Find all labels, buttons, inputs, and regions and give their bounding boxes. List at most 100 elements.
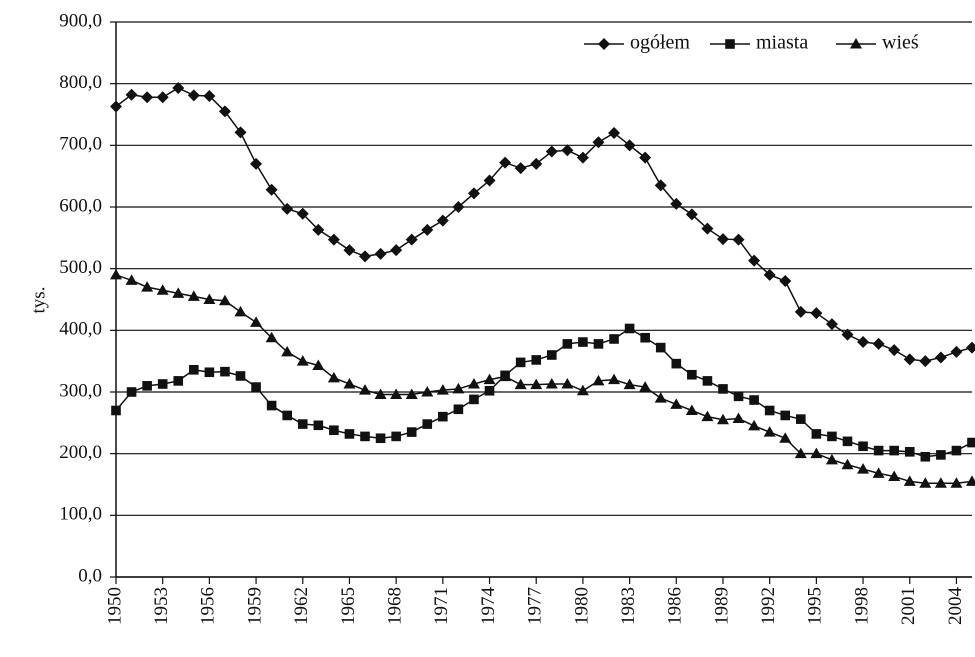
data-point	[203, 293, 216, 304]
data-point	[593, 339, 604, 349]
data-point	[250, 316, 263, 327]
data-point	[888, 470, 901, 481]
data-point	[546, 350, 557, 360]
data-point	[966, 341, 975, 354]
x-tick-label: 2004	[945, 587, 966, 626]
data-point	[514, 378, 527, 390]
data-point	[187, 290, 200, 301]
data-point	[561, 144, 574, 157]
data-point	[639, 151, 652, 164]
y-tick-label: 800,0	[59, 72, 102, 93]
data-point	[483, 174, 496, 187]
data-point	[671, 358, 682, 369]
data-point	[281, 202, 294, 215]
data-point	[405, 233, 418, 246]
data-point	[934, 351, 947, 364]
data-point	[779, 432, 792, 443]
data-point	[624, 323, 635, 334]
x-tick-label: 1998	[851, 587, 872, 625]
data-point	[173, 376, 184, 386]
data-point	[842, 436, 853, 447]
data-point	[344, 429, 355, 439]
x-tick-label: 1953	[151, 587, 172, 625]
data-point	[297, 419, 308, 429]
data-point	[951, 445, 962, 456]
y-tick-label: 200,0	[59, 442, 102, 463]
data-point	[436, 214, 449, 227]
data-point	[967, 437, 975, 448]
data-point	[873, 445, 884, 456]
x-tick-label: 1971	[431, 587, 452, 625]
y-tick-label: 500,0	[59, 257, 102, 278]
data-point	[749, 395, 759, 405]
x-tick-label: 2001	[898, 587, 919, 625]
data-point	[639, 381, 652, 392]
data-point	[841, 458, 854, 470]
data-point	[483, 373, 496, 385]
data-point	[484, 385, 495, 396]
data-point	[748, 254, 761, 267]
data-point	[562, 339, 573, 349]
data-point	[561, 377, 574, 389]
x-tick-label: 1986	[665, 587, 686, 625]
data-point	[701, 410, 714, 422]
x-tick-label: 1956	[198, 587, 219, 625]
data-point	[716, 233, 729, 246]
data-point	[436, 384, 449, 395]
data-point	[313, 420, 324, 431]
data-point	[950, 477, 963, 488]
data-point	[343, 377, 356, 389]
data-point	[623, 139, 636, 152]
data-point	[110, 268, 122, 280]
legend-marker	[725, 39, 735, 49]
x-tick-label: 1974	[478, 587, 499, 626]
data-point	[156, 284, 169, 295]
x-tick-label: 1983	[618, 587, 639, 625]
data-point	[266, 400, 277, 411]
data-point	[125, 88, 138, 101]
data-point	[172, 81, 185, 94]
data-point	[670, 398, 683, 409]
data-point	[763, 268, 776, 281]
data-point	[857, 336, 870, 349]
data-point	[654, 392, 667, 403]
data-point	[359, 384, 372, 395]
data-point	[920, 451, 931, 462]
data-point	[966, 475, 975, 486]
data-point	[312, 223, 325, 236]
data-point	[374, 247, 387, 260]
data-point	[718, 384, 728, 394]
data-point	[235, 371, 246, 381]
data-point	[608, 127, 621, 139]
data-point	[514, 162, 527, 175]
y-tick-label: 100,0	[59, 504, 102, 525]
data-point	[329, 425, 339, 436]
data-point	[251, 382, 261, 392]
data-point	[872, 337, 885, 350]
data-point	[576, 384, 589, 396]
data-point	[203, 90, 216, 102]
data-point	[422, 419, 433, 429]
data-point	[453, 404, 464, 415]
data-point	[156, 91, 169, 104]
data-point	[282, 410, 292, 421]
data-point	[592, 374, 605, 386]
data-point	[469, 394, 479, 405]
data-point	[110, 100, 122, 113]
data-point	[919, 355, 932, 368]
data-point	[609, 334, 619, 344]
data-point	[296, 207, 309, 220]
data-point	[187, 89, 200, 102]
data-point	[732, 233, 745, 246]
data-point	[872, 467, 885, 478]
data-point	[499, 156, 512, 169]
data-point	[608, 373, 621, 385]
data-point	[779, 275, 792, 287]
data-point	[780, 410, 791, 421]
data-point	[857, 463, 870, 474]
data-point	[141, 281, 154, 292]
data-point	[702, 376, 713, 386]
data-point	[763, 426, 776, 437]
x-tick-label: 1977	[525, 587, 546, 625]
